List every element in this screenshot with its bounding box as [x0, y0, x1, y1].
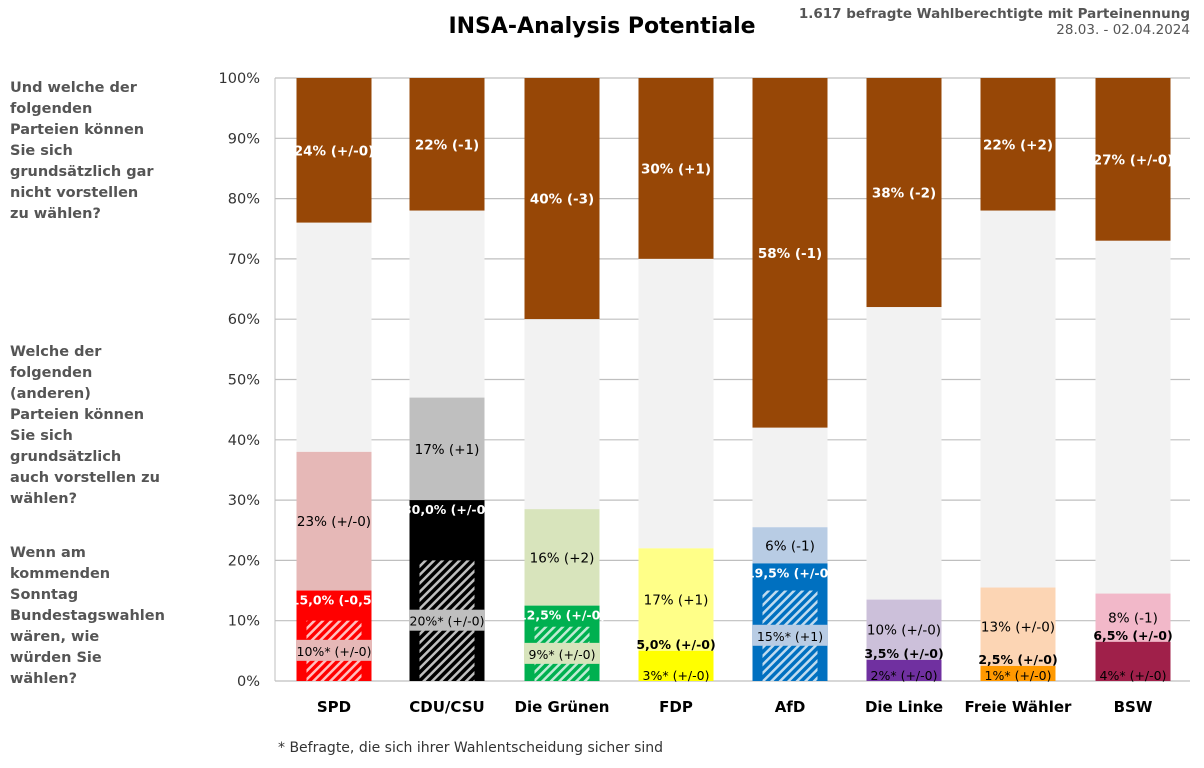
- sure-label-box: [409, 609, 485, 631]
- sure-label-box: [296, 639, 372, 661]
- y-tick-label: 70%: [228, 252, 260, 268]
- y-tick-label: 60%: [228, 312, 260, 328]
- bar-potential-6: [980, 587, 1056, 666]
- sure-label: 1%* (+/-0): [985, 668, 1052, 683]
- never-label: 22% (+2): [983, 137, 1053, 153]
- sure-label: 9%* (+/-0): [529, 647, 596, 662]
- bar-never-0: [296, 78, 372, 223]
- y-tick-label: 80%: [228, 192, 260, 208]
- x-tick-label: FDP: [659, 698, 693, 716]
- y-tick-label: 30%: [228, 493, 260, 509]
- bar-neutral-1: [409, 210, 485, 398]
- bar-potential-4: [752, 527, 828, 564]
- potential-label: 17% (+1): [415, 442, 480, 458]
- question-vote: Wenn am kommenden Sonntag Bundestagswahl…: [10, 545, 165, 687]
- bar-potential-3: [638, 548, 714, 651]
- bar-potential-1: [409, 397, 485, 501]
- never-label: 58% (-1): [758, 246, 822, 262]
- never-label: 38% (-2): [872, 186, 936, 202]
- bar-never-1: [409, 78, 485, 211]
- sure-label-box: [752, 624, 828, 646]
- chart-title: INSA-Analysis Potentiale: [448, 14, 756, 39]
- vote-label: 6,5% (+/-0): [1093, 628, 1172, 643]
- bar-never-4: [752, 78, 828, 428]
- y-tick-label: 90%: [228, 131, 260, 147]
- potential-label: 23% (+/-0): [297, 514, 371, 530]
- x-tick-label: AfD: [775, 698, 806, 716]
- sure-label: 3%* (+/-0): [643, 668, 710, 683]
- x-tick-label: Freie Wähler: [965, 698, 1073, 716]
- y-tick-label: 100%: [219, 71, 260, 87]
- potential-label: 16% (+2): [530, 550, 595, 566]
- potential-label: 8% (-1): [1108, 611, 1158, 627]
- sure-label: 4%* (+/-0): [1100, 668, 1167, 683]
- question-never: Und welche der folgenden Parteien können…: [10, 80, 154, 222]
- bar-neutral-4: [752, 427, 828, 528]
- y-tick-label: 40%: [228, 433, 260, 449]
- bar-never-7: [1095, 78, 1171, 241]
- sure-label: 2%* (+/-0): [871, 668, 938, 683]
- potential-label: 17% (+1): [644, 593, 709, 609]
- bar-neutral-0: [296, 222, 372, 452]
- never-label: 27% (+/-0): [1093, 152, 1174, 168]
- bar-vote-7: [1095, 641, 1171, 681]
- potential-label: 10% (+/-0): [867, 623, 941, 639]
- potential-label: 6% (-1): [765, 538, 815, 554]
- bar-vote-6: [980, 665, 1056, 681]
- sure-label: 10%* (+/-0): [297, 644, 372, 659]
- vote-label: 5,0% (+/-0): [636, 637, 715, 652]
- bar-vote-5: [866, 659, 942, 681]
- x-tick-label: BSW: [1114, 698, 1153, 716]
- vote-label: 30,0% (+/-0): [403, 502, 491, 517]
- x-tick-label: CDU/CSU: [409, 698, 484, 716]
- vote-label: 19,5% (+/-0): [746, 565, 834, 580]
- x-tick-label: Die Linke: [865, 698, 943, 716]
- x-tick-label: Die Grünen: [515, 698, 610, 716]
- bar-never-5: [866, 78, 942, 308]
- sure-label-box: [524, 642, 600, 664]
- never-label: 24% (+/-0): [294, 143, 375, 159]
- bar-potential-5: [866, 599, 942, 660]
- y-tick-label: 20%: [228, 553, 260, 569]
- potential-label: 13% (+/-0): [981, 620, 1055, 636]
- sample-size: 1.617 befragte Wahlberechtigte mit Parte…: [798, 6, 1190, 22]
- bar-never-2: [524, 78, 600, 320]
- sure-label: 15%* (+1): [757, 629, 823, 644]
- footnote: * Befragte, die sich ihrer Wahlentscheid…: [278, 740, 664, 756]
- bar-vote-3: [638, 650, 714, 681]
- x-tick-label: SPD: [317, 698, 351, 716]
- bar-neutral-6: [980, 210, 1056, 588]
- vote-label: 15,0% (-0,5): [291, 593, 377, 608]
- bar-potential-2: [524, 509, 600, 606]
- question-potential: Welche der folgenden (anderen) Parteien …: [10, 344, 160, 507]
- never-label: 22% (-1): [415, 137, 479, 153]
- y-tick-label: 0%: [237, 674, 260, 690]
- never-label: 30% (+1): [641, 161, 711, 177]
- y-tick-label: 10%: [228, 614, 260, 630]
- bar-never-3: [638, 78, 714, 259]
- bar-neutral-5: [866, 307, 942, 600]
- bar-never-6: [980, 78, 1056, 211]
- vote-label: 3,5% (+/-0): [864, 646, 943, 661]
- bar-potential-0: [296, 451, 372, 591]
- vote-label: 2,5% (+/-0): [978, 652, 1057, 667]
- bar-neutral-7: [1095, 240, 1171, 594]
- y-tick-label: 50%: [228, 373, 260, 389]
- vote-label: 12,5% (+/-0): [518, 608, 606, 623]
- bar-potential-7: [1095, 593, 1171, 642]
- bar-neutral-3: [638, 258, 714, 549]
- bar-neutral-2: [524, 319, 600, 510]
- never-label: 40% (-3): [530, 192, 594, 208]
- survey-dates: 28.03. - 02.04.2024: [1056, 22, 1190, 38]
- sure-label: 20%* (+/-0): [410, 614, 485, 629]
